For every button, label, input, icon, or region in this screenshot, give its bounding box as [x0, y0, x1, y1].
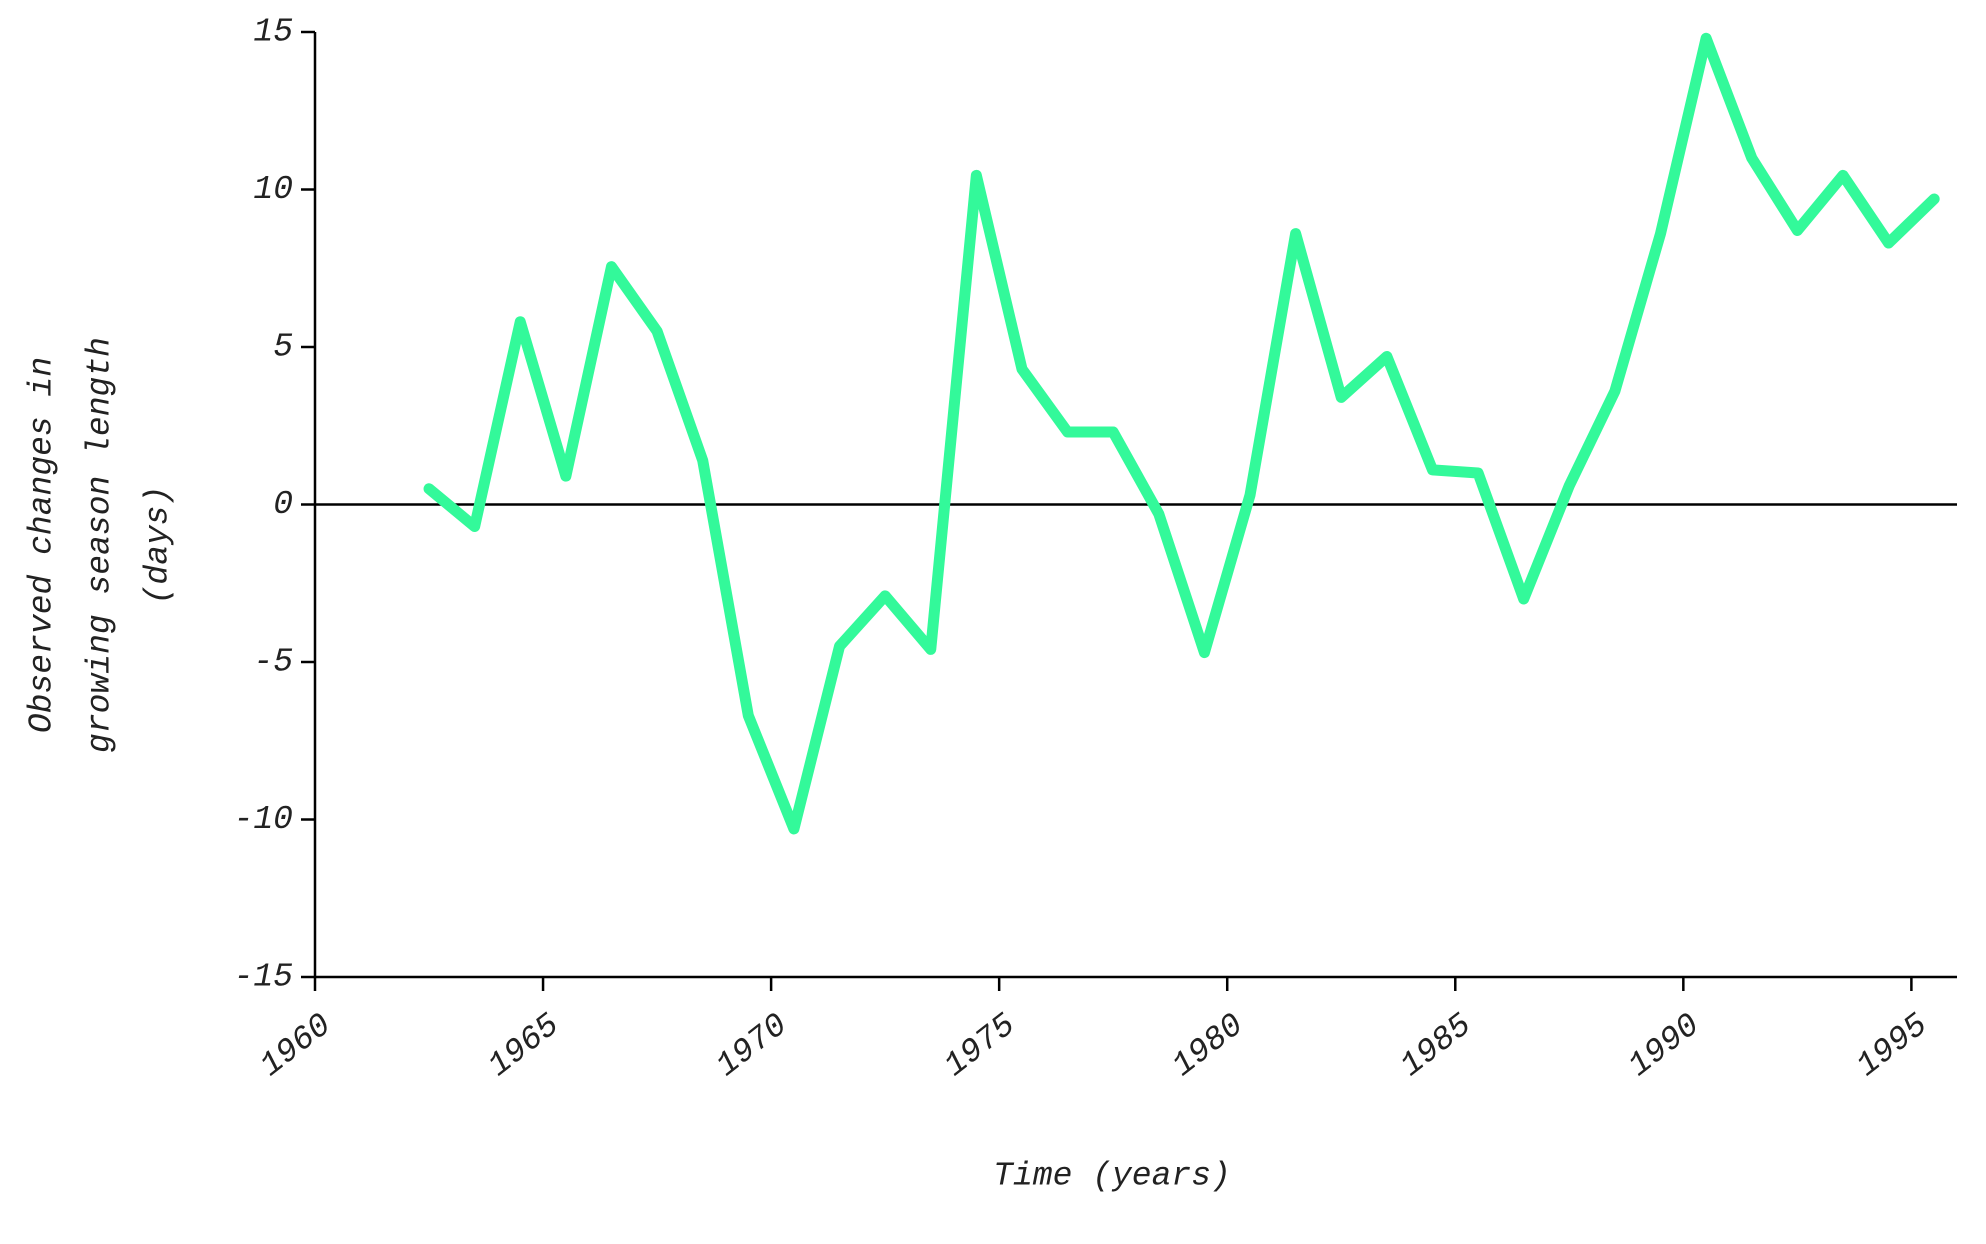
- y-tick-label: -15: [234, 959, 293, 996]
- y-tick-label: 5: [273, 329, 293, 366]
- x-tick-label: 1960: [253, 1007, 338, 1085]
- x-tick-label: 1990: [1622, 1007, 1707, 1085]
- x-tick-label: 1975: [937, 1007, 1022, 1085]
- y-axis-label-line: growing season length: [82, 337, 119, 753]
- x-tick-label: 1980: [1166, 1007, 1251, 1085]
- x-tick-label: 1995: [1850, 1007, 1935, 1085]
- x-axis-label: Time (years): [993, 1158, 1231, 1195]
- y-tick-label: 10: [253, 171, 293, 208]
- y-tick-label: 0: [273, 486, 293, 523]
- y-tick-label: 15: [253, 14, 293, 51]
- y-axis-label-line: Observed changes in: [24, 357, 61, 733]
- y-axis-label-line: (days): [140, 486, 177, 605]
- x-tick-label: 1970: [709, 1007, 794, 1085]
- y-tick-label: -5: [253, 644, 293, 681]
- y-tick-label: -10: [234, 801, 293, 838]
- data-line: [423, 32, 1940, 835]
- x-tick-label: 1965: [481, 1007, 566, 1085]
- x-tick-label: 1985: [1394, 1007, 1479, 1085]
- y-axis-label: Observed changes in growing season lengt…: [24, 337, 177, 753]
